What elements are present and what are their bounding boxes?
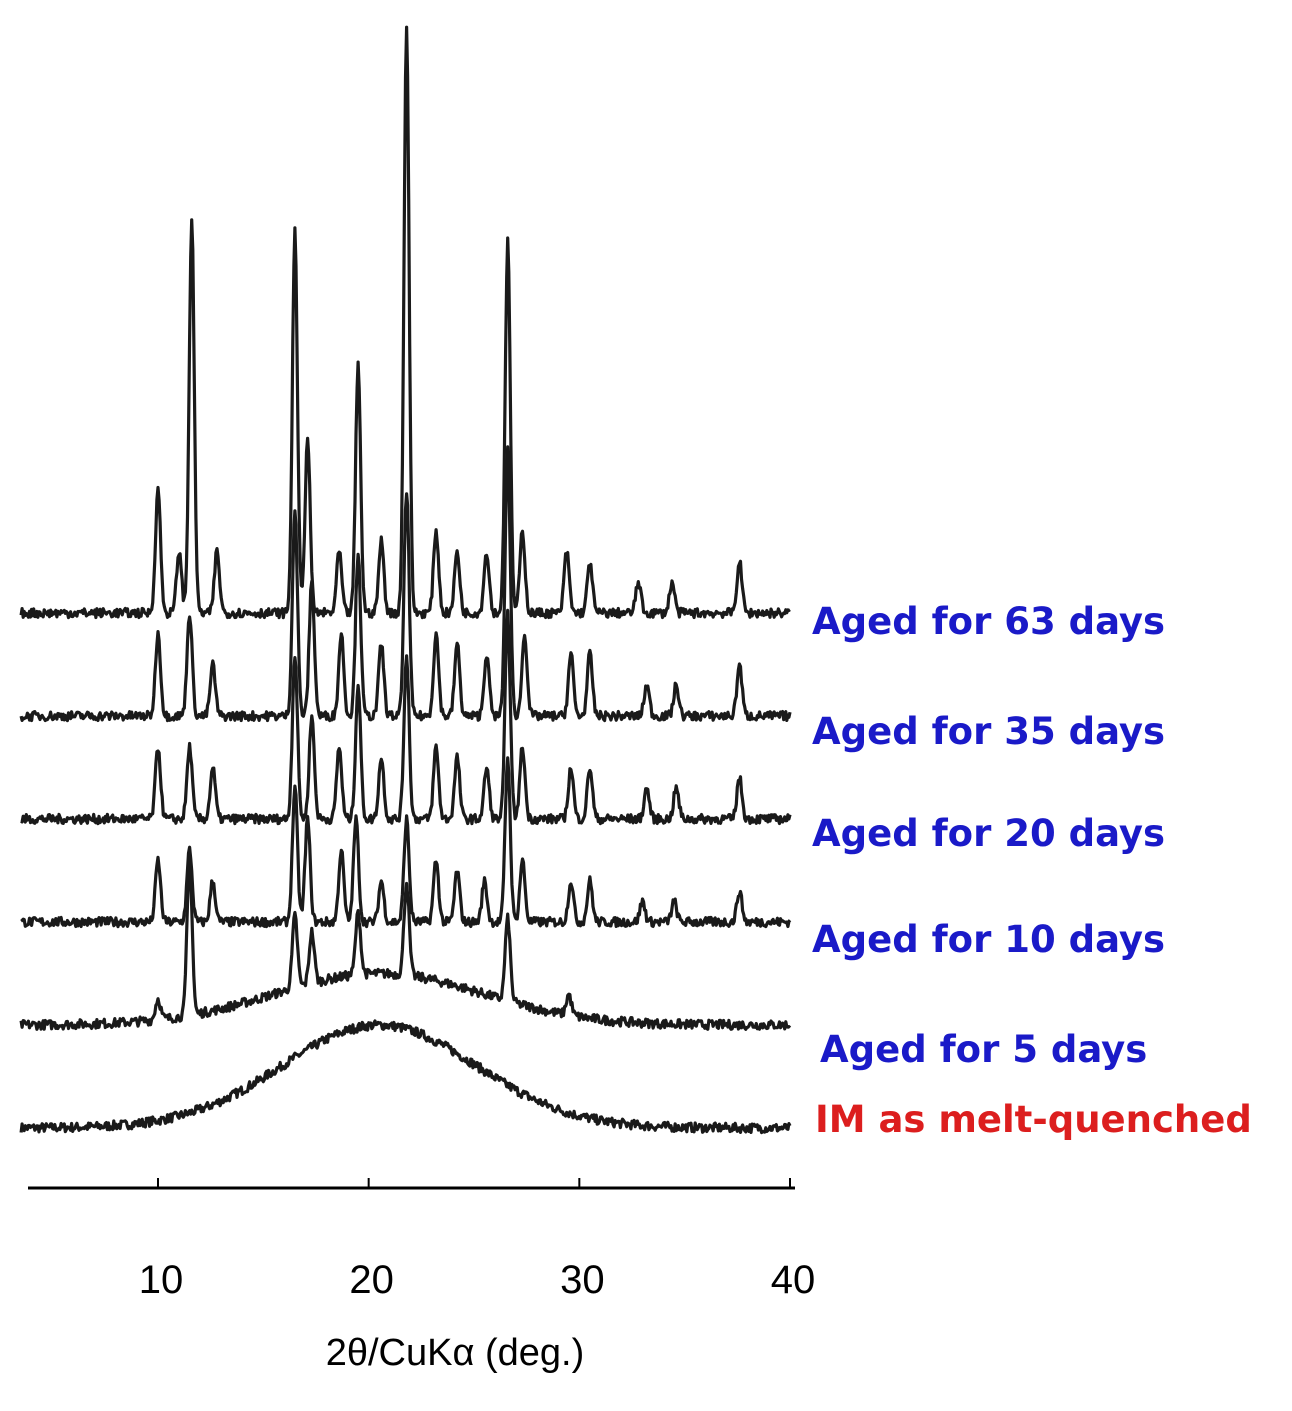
series-trace xyxy=(19,445,792,723)
x-tick-label: 10 xyxy=(139,1258,184,1302)
series-label: Aged for 10 days xyxy=(812,918,1165,961)
x-axis-label: 2θ/CuKα (deg.) xyxy=(326,1332,585,1374)
x-tick-label: 30 xyxy=(560,1258,605,1302)
series-label: Aged for 63 days xyxy=(812,600,1165,643)
series-trace xyxy=(20,608,792,826)
series-trace xyxy=(19,1019,792,1135)
series-label: Aged for 35 days xyxy=(812,710,1165,753)
series-trace xyxy=(19,25,791,620)
series-label: Aged for 20 days xyxy=(812,812,1165,855)
x-tick-label: 20 xyxy=(349,1258,394,1302)
series-labels-group: IM as melt-quenched Aged for 5 days Aged f… xyxy=(812,600,1252,1141)
x-tick-label: 40 xyxy=(771,1258,816,1302)
series-trace xyxy=(19,857,792,1031)
series-label: Aged for 5 days xyxy=(820,1028,1147,1071)
series-trace xyxy=(20,756,792,929)
series-label: IM as melt-quenched xyxy=(815,1098,1252,1141)
x-ticks-group: 10 20 30 40 xyxy=(139,1178,816,1302)
traces-group xyxy=(19,25,792,1135)
